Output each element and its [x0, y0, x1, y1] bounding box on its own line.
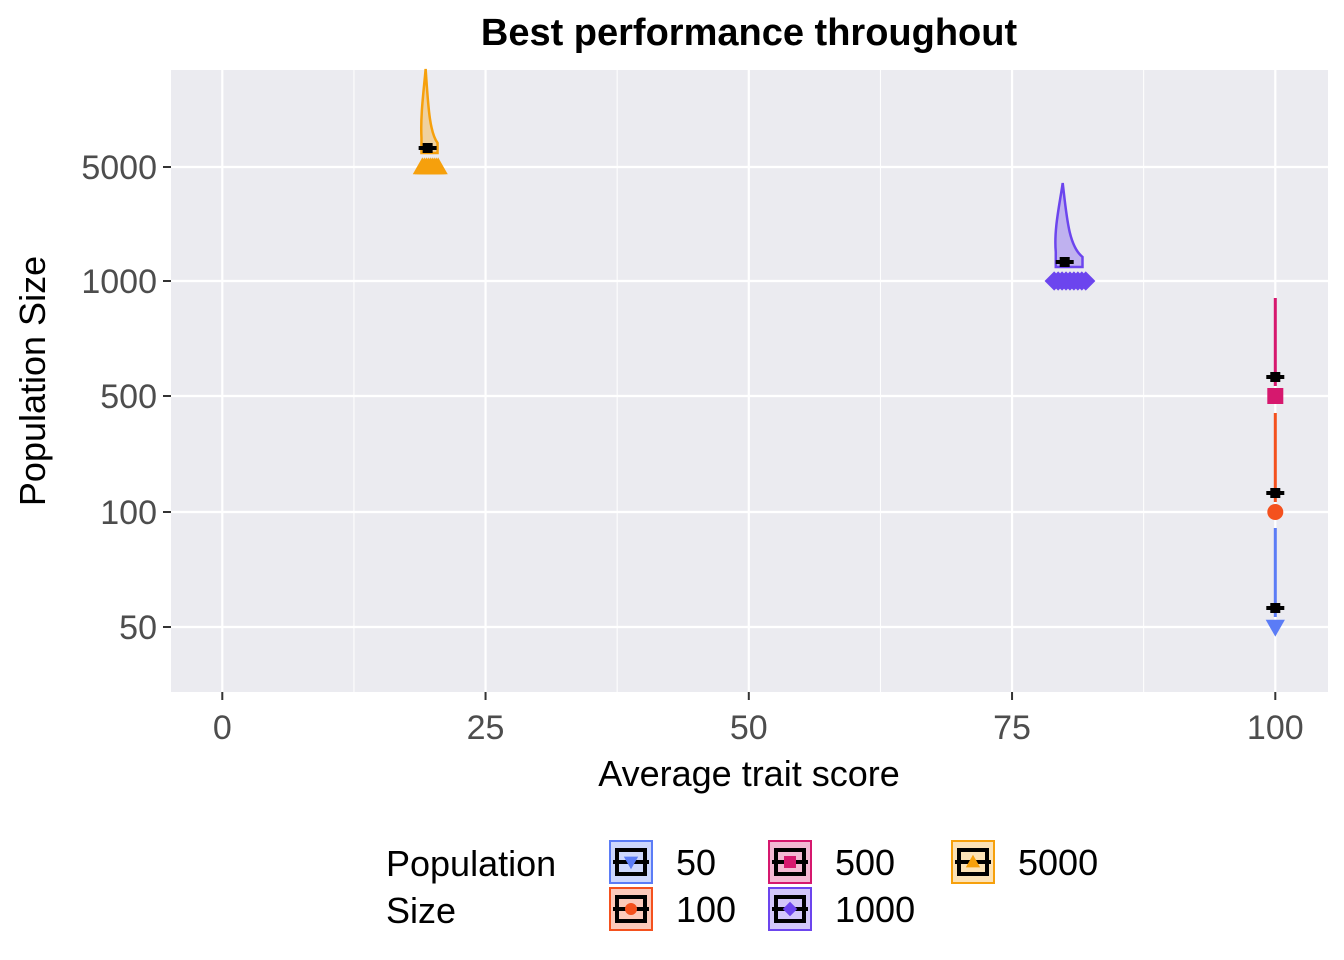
- legend-key-100: [609, 887, 653, 931]
- mean-marker-50: [1270, 603, 1281, 613]
- grid-lines: [171, 70, 1328, 692]
- legend-label-100: 100: [676, 889, 736, 930]
- cloud-1000: [1054, 182, 1084, 269]
- y-tick-label: 500: [100, 378, 157, 416]
- axes: 0 25 50 75 100 50 100 500 1000 5000: [81, 149, 1303, 747]
- x-tick-label: 0: [213, 709, 232, 747]
- legend-key-marker-5000: [965, 854, 981, 868]
- legend-key-50: [609, 840, 653, 884]
- y-tick-label: 100: [100, 494, 157, 532]
- legend-key-5000: [951, 840, 995, 884]
- series-500: [1266, 298, 1285, 404]
- mean-marker-100: [1270, 488, 1281, 498]
- mean-marker-1000: [1059, 257, 1070, 267]
- x-tick-label: 25: [467, 709, 505, 747]
- legend-title-line1: Population: [386, 843, 556, 884]
- series-1000: [1044, 182, 1096, 291]
- rain-point-100: [1267, 504, 1284, 520]
- series-100: [1266, 413, 1285, 520]
- cloud-5000: [419, 68, 439, 155]
- y-tick-label: 1000: [81, 263, 157, 301]
- legend-key-500: [768, 840, 812, 884]
- legend: Population Size 50 100 500 1000 5000: [386, 840, 1098, 931]
- mean-marker-5000: [422, 143, 433, 153]
- legend-key-marker-100: [625, 903, 637, 915]
- legend-label-5000: 5000: [1018, 842, 1098, 883]
- rain-point-5000: [428, 157, 448, 175]
- legend-key-marker-50: [623, 856, 639, 870]
- legend-label-1000: 1000: [835, 889, 915, 930]
- y-tick-label: 50: [119, 609, 157, 647]
- y-axis-title: Population Size: [12, 256, 53, 506]
- mean-marker-500: [1270, 372, 1281, 382]
- rain-point-50: [1265, 619, 1285, 637]
- legend-key-1000: [768, 887, 812, 931]
- x-axis-title: Average trait score: [598, 753, 899, 794]
- series-5000: [412, 68, 448, 175]
- legend-label-500: 500: [835, 842, 895, 883]
- rain-point-500: [1267, 388, 1284, 404]
- data-marks: [412, 68, 1285, 637]
- x-tick-label: 75: [993, 709, 1031, 747]
- legend-title-line2: Size: [386, 890, 456, 931]
- legend-label-50: 50: [676, 842, 716, 883]
- legend-key-marker-1000: [782, 901, 798, 917]
- chart-title: Best performance throughout: [481, 12, 1018, 54]
- rain-point-1000: [1076, 271, 1096, 291]
- legend-key-marker-500: [784, 856, 796, 868]
- y-tick-label: 5000: [81, 149, 157, 187]
- x-tick-label: 50: [730, 709, 768, 747]
- x-tick-label: 100: [1247, 709, 1304, 747]
- series-50: [1265, 528, 1285, 637]
